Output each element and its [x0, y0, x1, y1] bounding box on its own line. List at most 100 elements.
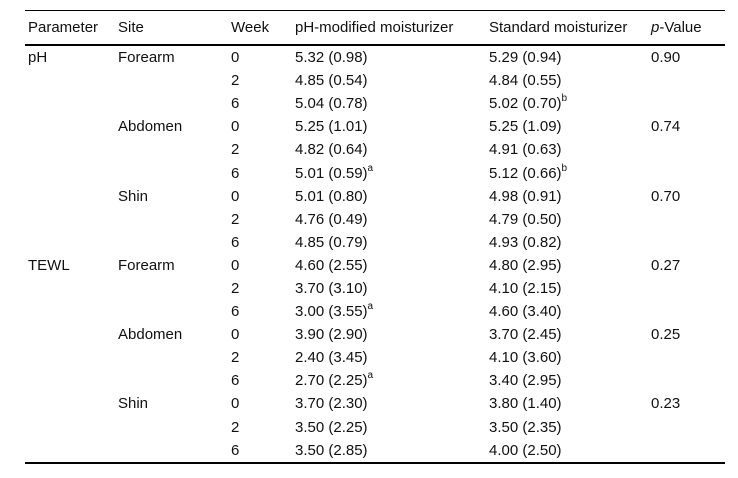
- cell-p-value: [648, 369, 725, 392]
- cell-ph-modified-value: 5.32 (0.98): [292, 45, 486, 69]
- ph-modified-mean-sd: 4.82 (0.64): [295, 141, 368, 159]
- cell-p-value: 0.25: [651, 326, 681, 344]
- table-row: 2 3.70 (3.10) 4.10 (2.15): [25, 277, 725, 300]
- cell-standard-value: 4.60 (3.40): [486, 300, 648, 323]
- cell-standard-value: 4.80 (2.95): [486, 254, 648, 277]
- cell-p-value: [648, 346, 725, 369]
- p-value-italic-p: p: [651, 19, 660, 36]
- table-row: Abdomen 0 3.90 (2.90) 3.70 (2.45) 0.25: [25, 323, 725, 346]
- table-row: 6 3.00 (3.55)a 4.60 (3.40): [25, 300, 725, 323]
- ph-modified-mean-sd: 4.60 (2.55): [295, 256, 368, 274]
- cell-ph-modified-value: 5.25 (1.01): [292, 115, 486, 138]
- cell-site: [115, 138, 228, 161]
- cell-standard-value: 4.00 (2.50): [486, 439, 648, 463]
- standard-mean-sd: 4.10 (3.60): [489, 349, 562, 367]
- cell-ph-modified-value: 4.85 (0.79): [292, 231, 486, 254]
- standard-mean-sd: 3.70 (2.45): [489, 326, 562, 344]
- cell-p-value: [648, 300, 725, 323]
- cell-site: Abdomen: [118, 326, 183, 344]
- cell-site: Forearm: [118, 256, 175, 274]
- cell-standard-value: 4.91 (0.63): [486, 138, 648, 161]
- cell-p-value: [648, 439, 725, 463]
- cell-standard-value: 5.02 (0.70)b: [486, 92, 648, 115]
- cell-parameter: TEWL: [28, 256, 70, 274]
- cell-week: 0: [231, 49, 240, 67]
- cell-parameter: [25, 323, 115, 346]
- ph-modified-mean-sd: 5.32 (0.98): [295, 49, 368, 67]
- cell-week: 2: [231, 210, 240, 228]
- col-ph-modified-moisturizer: pH-modified moisturizer: [292, 10, 486, 46]
- cell-site: [115, 346, 228, 369]
- cell-parameter: [25, 92, 115, 115]
- table-row: 6 4.85 (0.79) 4.93 (0.82): [25, 231, 725, 254]
- cell-p-value: 0.23: [651, 395, 681, 413]
- table-row: Shin 0 5.01 (0.80) 4.98 (0.91) 0.70: [25, 185, 725, 208]
- header-row: Parameter Site Week pH-modified moisturi…: [25, 10, 725, 46]
- cell-week: 0: [231, 326, 240, 344]
- ph-modified-mean-sd: 3.70 (3.10): [295, 279, 368, 297]
- cell-week: 0: [231, 118, 240, 136]
- cell-week: 2: [231, 72, 240, 90]
- table-row: TEWL Forearm 0 4.60 (2.55) 4.80 (2.95) 0…: [25, 254, 725, 277]
- cell-parameter: pH: [28, 49, 48, 67]
- cell-ph-modified-value: 5.01 (0.59)a: [292, 161, 486, 184]
- cell-p-value: [648, 161, 725, 184]
- standard-mean-sd: 4.79 (0.50): [489, 210, 562, 228]
- cell-ph-modified-value: 3.70 (3.10): [292, 277, 486, 300]
- col-parameter: Parameter: [25, 10, 115, 46]
- cell-ph-modified-value: 4.85 (0.54): [292, 69, 486, 92]
- cell-standard-value: 3.40 (2.95): [486, 369, 648, 392]
- cell-parameter: [25, 69, 115, 92]
- cell-week: 6: [231, 95, 240, 113]
- standard-mean-sd: 5.29 (0.94): [489, 49, 562, 67]
- ph-modified-mean-sd: 5.01 (0.59): [295, 164, 368, 182]
- standard-mean-sd: 4.98 (0.91): [489, 187, 562, 205]
- cell-standard-value: 3.50 (2.35): [486, 416, 648, 439]
- col-p-value: p-Value: [648, 10, 725, 46]
- standard-mean-sd: 4.00 (2.50): [489, 441, 562, 459]
- cell-week: 0: [231, 256, 240, 274]
- standard-mean-sd: 3.50 (2.35): [489, 418, 562, 436]
- cell-parameter: [25, 208, 115, 231]
- ph-modified-mean-sd: 3.50 (2.85): [295, 441, 368, 459]
- ph-modified-mean-sd: 4.85 (0.54): [295, 72, 368, 90]
- cell-site: [115, 369, 228, 392]
- cell-week: 2: [231, 279, 240, 297]
- cell-site: Abdomen: [118, 118, 183, 136]
- p-value-rest: -Value: [659, 19, 702, 36]
- cell-site: [115, 231, 228, 254]
- ph-modified-mean-sd: 4.76 (0.49): [295, 210, 368, 228]
- cell-site: Forearm: [118, 49, 175, 67]
- cell-standard-value: 4.79 (0.50): [486, 208, 648, 231]
- table-row: pH Forearm 0 5.32 (0.98) 5.29 (0.94) 0.9…: [25, 45, 725, 69]
- results-table: Parameter Site Week pH-modified moisturi…: [25, 10, 725, 464]
- cell-week: 6: [231, 303, 240, 321]
- cell-standard-value: 4.93 (0.82): [486, 231, 648, 254]
- cell-parameter: [25, 346, 115, 369]
- cell-parameter: [25, 416, 115, 439]
- ph-modified-footnote-marker: a: [367, 162, 374, 174]
- ph-modified-footnote-marker: a: [367, 370, 374, 382]
- ph-modified-mean-sd: 3.50 (2.25): [295, 418, 368, 436]
- cell-parameter: [25, 161, 115, 184]
- table-body: pH Forearm 0 5.32 (0.98) 5.29 (0.94) 0.9…: [25, 45, 725, 463]
- cell-standard-value: 4.10 (3.60): [486, 346, 648, 369]
- table-row: Shin 0 3.70 (2.30) 3.80 (1.40) 0.23: [25, 392, 725, 415]
- cell-ph-modified-value: 3.00 (3.55)a: [292, 300, 486, 323]
- standard-mean-sd: 5.25 (1.09): [489, 118, 562, 136]
- table-row: 2 2.40 (3.45) 4.10 (3.60): [25, 346, 725, 369]
- cell-ph-modified-value: 2.70 (2.25)a: [292, 369, 486, 392]
- cell-site: [115, 208, 228, 231]
- cell-week: 2: [231, 349, 240, 367]
- results-table-container: Parameter Site Week pH-modified moisturi…: [25, 10, 738, 464]
- cell-ph-modified-value: 5.04 (0.78): [292, 92, 486, 115]
- table-row: 2 4.85 (0.54) 4.84 (0.55): [25, 69, 725, 92]
- cell-parameter: [25, 115, 115, 138]
- cell-ph-modified-value: 3.50 (2.25): [292, 416, 486, 439]
- cell-parameter: [25, 392, 115, 415]
- col-site: Site: [115, 10, 228, 46]
- cell-week: 6: [231, 372, 240, 390]
- ph-modified-mean-sd: 5.01 (0.80): [295, 187, 368, 205]
- cell-standard-value: 5.25 (1.09): [486, 115, 648, 138]
- cell-parameter: [25, 439, 115, 463]
